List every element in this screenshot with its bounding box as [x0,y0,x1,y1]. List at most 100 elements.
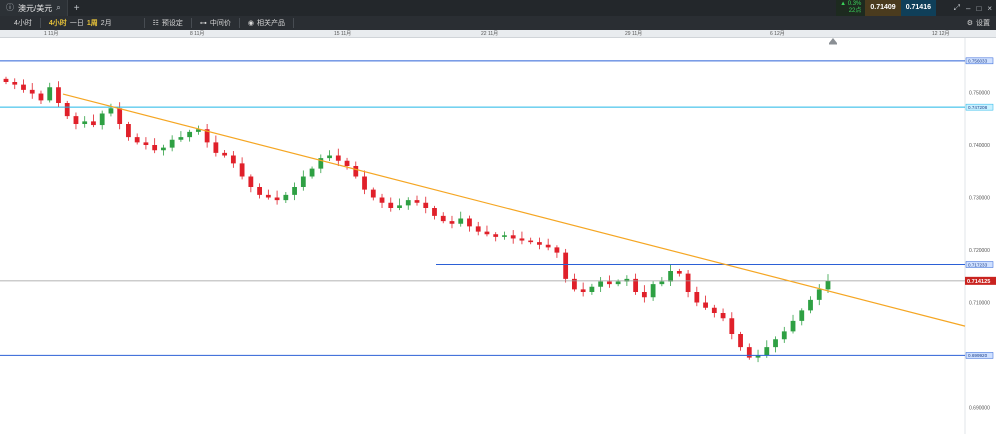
price-chart[interactable]: 0.750000 0.740000 0.730000 0.720000 0.710000… [0,38,996,434]
candle-body [370,189,376,198]
candle-body [694,292,700,303]
candle-body [21,84,26,90]
candle-body [108,108,114,114]
candle-body [781,331,787,340]
candle-body [432,208,437,216]
timeframe-select[interactable]: 4小时 [14,20,32,27]
timeframe-1w[interactable]: 1周 [86,20,98,27]
candle-body [126,124,131,138]
gear-icon: ⚙ [966,20,973,27]
candle-body [467,218,472,227]
sell-price-button[interactable]: 0.71409 [865,0,901,16]
minimize-icon[interactable]: – [966,3,971,13]
candle-body [283,194,289,201]
line-price-tag [965,57,994,65]
candle-body [563,252,569,279]
candle-body [169,139,175,148]
candle-body [711,307,717,313]
preset-button[interactable]: ☷ 预设定 [152,20,183,27]
candle-body [764,347,770,355]
candle-body [423,202,429,208]
timeframe-2m[interactable]: 2月 [100,20,112,27]
eye-icon: ◉ [247,20,255,27]
trendline [62,93,966,327]
candle-body [397,205,402,208]
candle-body [729,318,735,334]
candle-body [528,240,534,243]
candle-body [29,89,35,94]
candle-body [152,145,158,151]
candle-body [685,273,691,292]
line-price-tag [965,352,994,359]
line-price-tag-label: 0.747208 [968,105,988,110]
candle-body [414,200,420,203]
candle-body [47,87,53,101]
up-triangle-icon: ▲ [840,1,847,7]
price-tick-label: 0.740000 [969,143,990,149]
candle-body [572,278,577,290]
related-products-button[interactable]: ◉ 相关产品 [247,20,286,27]
quote-panel: ▲ 0.3% 22点 0.71409 0.71416 [836,0,936,16]
candle-body [405,200,411,206]
candle-body [73,116,79,124]
candle-body [362,176,367,190]
candle-body [353,166,359,177]
price-change: ▲ 0.3% 22点 [836,0,866,16]
candle-body [484,231,490,235]
mid-price-button[interactable]: ⊶ 中间价 [199,20,231,27]
date-tick: 6 12月 [770,31,785,37]
candle-body [12,82,18,85]
candle-body [134,137,140,143]
date-tick: 15 11月 [334,31,352,37]
timeframe-4h[interactable]: 4小时 [48,20,67,27]
settings-button[interactable]: ⚙ 设置 [966,20,990,27]
candle-body [265,194,271,198]
add-tab-icon[interactable]: + [73,2,80,14]
candle-body [580,289,586,292]
buy-price-button[interactable]: 0.71416 [900,0,936,16]
price-tick-label: 0.710000 [969,301,990,307]
candle-body [195,129,201,132]
close-icon[interactable]: × [987,3,992,13]
instrument-tab[interactable]: ⓘ 澳元/美元 ⌕ [0,0,68,16]
candle-body [178,137,184,140]
candle-body [318,158,324,169]
date-tick: 1 11月 [44,31,59,37]
candles [3,76,831,363]
price-tick-label: 0.720000 [969,248,990,254]
candle-body [676,271,682,274]
candle-body [537,242,542,245]
instrument-title: 澳元/美元 [18,3,53,13]
candle-body [615,281,621,285]
candle-body [300,176,306,187]
candle-body [327,155,332,159]
price-tick-label: 0.690000 [969,406,990,412]
info-icon[interactable]: ⓘ [6,3,14,12]
candle-body [790,320,796,332]
candle-body [204,129,210,143]
date-tick: 12 12月 [932,31,950,37]
candle-body [816,289,822,300]
window-controls: ⤢ – □ × [954,0,992,16]
line-price-tag [965,103,994,111]
date-tick: 22 11月 [481,31,499,37]
undock-icon[interactable]: ⤢ [953,3,961,12]
candle-body [773,339,778,348]
line-price-tag [965,261,994,268]
preset-icon: ☷ [152,20,159,27]
candle-body [650,284,656,298]
candle-body [449,221,455,224]
timeframe-shortcuts: 4小时 一日 1周 2月 [47,18,114,28]
date-tick: 29 11月 [625,31,643,37]
search-icon[interactable]: ⌕ [56,3,61,12]
candle-body [703,302,708,308]
candle-body [606,281,612,285]
candle-body [458,218,464,224]
current-price-tag [965,276,996,285]
timeframe-1d[interactable]: 一日 [69,20,84,27]
candle-body [274,197,280,201]
maximize-icon[interactable]: □ [976,3,982,13]
candle-body [755,355,761,358]
candle-body [746,347,752,358]
candle-body [641,292,647,298]
